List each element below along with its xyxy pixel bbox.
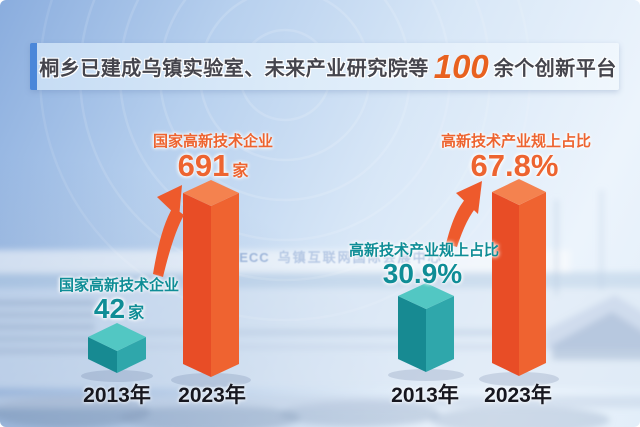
callout-left-2023: 国家高新技术企业 691 家 [153, 133, 273, 183]
growth-arrow-left [153, 185, 184, 277]
metric-label: 高新技术产业规上占比 [440, 133, 592, 150]
signage-abbr: IIECC [230, 250, 270, 265]
bar-right-2023 [492, 179, 546, 376]
bar-left-2013 [88, 323, 146, 373]
metric-value: 42 家 [93, 293, 145, 324]
metric-label: 高新技术产业规上占比 [348, 242, 500, 259]
bar-shadow [171, 373, 251, 387]
banner-suffix: 余个创新平台 [493, 58, 617, 80]
callout-right-2013: 高新技术产业规上占比 30.9% [349, 242, 499, 288]
metric-value: 691 家 [177, 148, 249, 183]
callout-right-2023: 高新技术产业规上占比 67.8% [441, 133, 591, 183]
callout-left-2013: 国家高新技术企业 42 家 [59, 277, 179, 323]
axis-label-left-2023: 2023年 [178, 384, 246, 407]
metric-value: 67.8% [470, 148, 559, 183]
bar-shadow [388, 369, 464, 381]
growth-arrow-right [446, 181, 482, 247]
bar-right-2013 [398, 283, 454, 372]
metric-label: 国家高新技术企业 [58, 277, 180, 294]
header-banner: 桐乡已建成乌镇实验室、未来产业研究院等 100 余个创新平台 [30, 43, 619, 90]
axis-label-right-2013: 2013年 [391, 384, 459, 407]
banner-highlight-number: 100 [433, 48, 489, 85]
bar-left-2023 [183, 180, 239, 377]
axis-label-right-2023: 2023年 [484, 384, 552, 407]
banner-prefix: 桐乡已建成乌镇实验室、未来产业研究院等 [39, 58, 429, 80]
bar-shadow [479, 372, 559, 386]
metric-value: 30.9% [382, 258, 463, 289]
bar-shadow [81, 370, 153, 382]
signage-text: 乌镇互联网国际会展中心 [277, 250, 443, 265]
building-signage: IIECC 乌镇互联网国际会展中心 [230, 247, 443, 266]
axis-label-left-2013: 2013年 [83, 384, 151, 407]
metric-label: 国家高新技术企业 [152, 133, 274, 150]
